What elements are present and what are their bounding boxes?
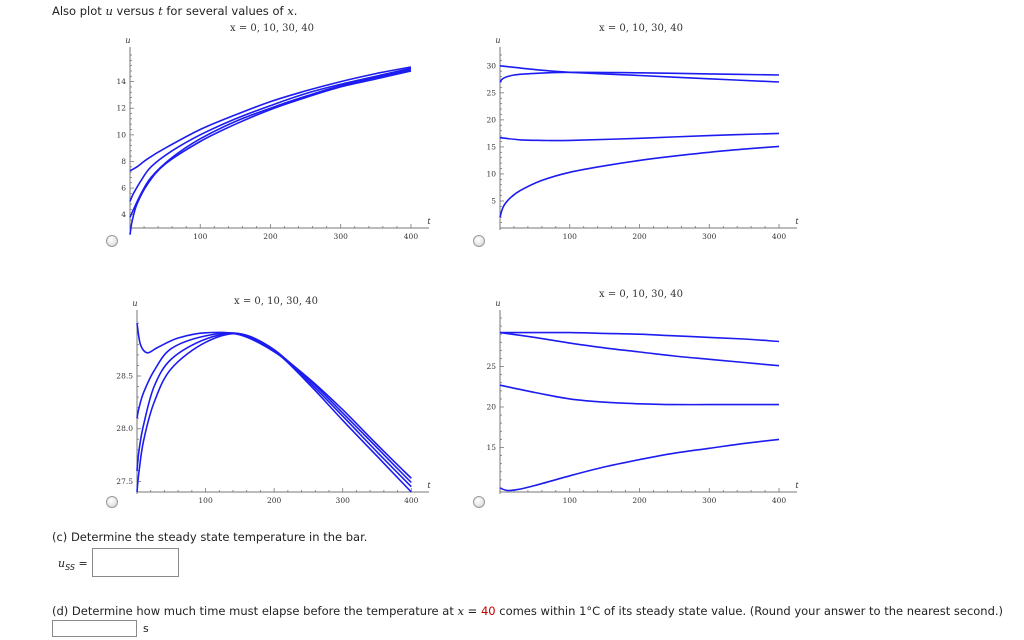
series-curve-1 — [129, 66, 412, 172]
y-tick-label: 28.0 — [116, 424, 133, 433]
series-curve-1 — [136, 323, 412, 479]
y-tick-label: 27.5 — [116, 477, 133, 486]
series-curve-1 — [500, 331, 780, 343]
y-tick-label: 15 — [486, 443, 496, 452]
series-curve-4 — [499, 145, 780, 218]
part-d-question: (d) Determine how much time must elapse … — [52, 604, 1004, 618]
x-tick-label: 400 — [404, 496, 419, 505]
y-tick-label: 8 — [121, 157, 126, 166]
x-tick-label: 200 — [263, 232, 278, 241]
y-tick-label: 15 — [486, 142, 496, 151]
series-curve-2 — [129, 67, 412, 202]
series-curve-4 — [129, 70, 412, 235]
series-curve-1 — [499, 65, 780, 83]
time-input[interactable] — [52, 620, 137, 637]
x-tick-label: 300 — [334, 232, 349, 241]
x-tick-label: 200 — [632, 496, 647, 505]
series-curve-3 — [499, 132, 780, 142]
radio-option-2[interactable] — [473, 235, 485, 247]
series-curve-2 — [136, 331, 412, 484]
uss-label: uSS = — [58, 557, 88, 573]
uss-input[interactable] — [92, 548, 179, 577]
x-tick-label: 100 — [198, 496, 213, 505]
y-axis-label: u — [495, 299, 500, 308]
x-axis-label: t — [795, 481, 799, 490]
x-tick-label: 100 — [563, 232, 578, 241]
series-curve-4 — [136, 332, 412, 493]
y-tick-label: 25 — [486, 362, 496, 371]
y-tick-label: 4 — [121, 210, 126, 219]
series-curve-3 — [136, 332, 412, 488]
y-tick-label: 25 — [486, 88, 496, 97]
x-tick-label: 300 — [336, 496, 351, 505]
x-tick-label: 200 — [267, 496, 282, 505]
x-tick-label: 200 — [632, 232, 647, 241]
series-curve-3 — [499, 384, 779, 406]
y-axis-label: u — [125, 36, 130, 45]
radio-option-4[interactable] — [473, 496, 485, 508]
x-axis-label: t — [795, 217, 799, 226]
x-tick-label: 400 — [404, 232, 419, 241]
radio-option-1[interactable] — [106, 235, 118, 247]
series-curve-4 — [499, 438, 780, 492]
x-axis-label: t — [427, 217, 431, 226]
plot-title: x = 0, 10, 30, 40 — [230, 23, 314, 34]
y-tick-label: 20 — [486, 115, 496, 124]
x-tick-label: 300 — [702, 232, 717, 241]
y-tick-label: 20 — [486, 403, 496, 412]
prompt-text: Also plot u versus t for several values … — [52, 4, 298, 18]
series-curve-2 — [499, 71, 780, 83]
plot-title: x = 0, 10, 30, 40 — [599, 23, 683, 34]
time-unit: s — [143, 622, 149, 635]
series-curve-2 — [499, 331, 780, 367]
x-tick-label: 100 — [563, 496, 578, 505]
y-tick-label: 28.5 — [116, 372, 133, 381]
radio-option-3[interactable] — [106, 496, 118, 508]
y-tick-label: 10 — [116, 130, 126, 139]
y-tick-label: 6 — [121, 184, 126, 193]
x-tick-label: 300 — [702, 496, 717, 505]
part-c-question: (c) Determine the steady state temperatu… — [52, 530, 368, 544]
y-tick-label: 14 — [116, 77, 126, 86]
x-tick-label: 400 — [772, 232, 787, 241]
y-tick-label: 10 — [486, 169, 496, 178]
y-tick-label: 30 — [486, 61, 496, 70]
plot-title: x = 0, 10, 30, 40 — [599, 289, 683, 300]
x-axis-label: t — [427, 481, 431, 490]
y-axis-label: u — [132, 299, 137, 308]
y-tick-label: 12 — [116, 104, 126, 113]
x-tick-label: 400 — [772, 496, 787, 505]
plot-title: x = 0, 10, 30, 40 — [234, 296, 318, 307]
y-tick-label: 5 — [491, 196, 496, 205]
y-axis-label: u — [495, 36, 500, 45]
x-tick-label: 100 — [193, 232, 208, 241]
